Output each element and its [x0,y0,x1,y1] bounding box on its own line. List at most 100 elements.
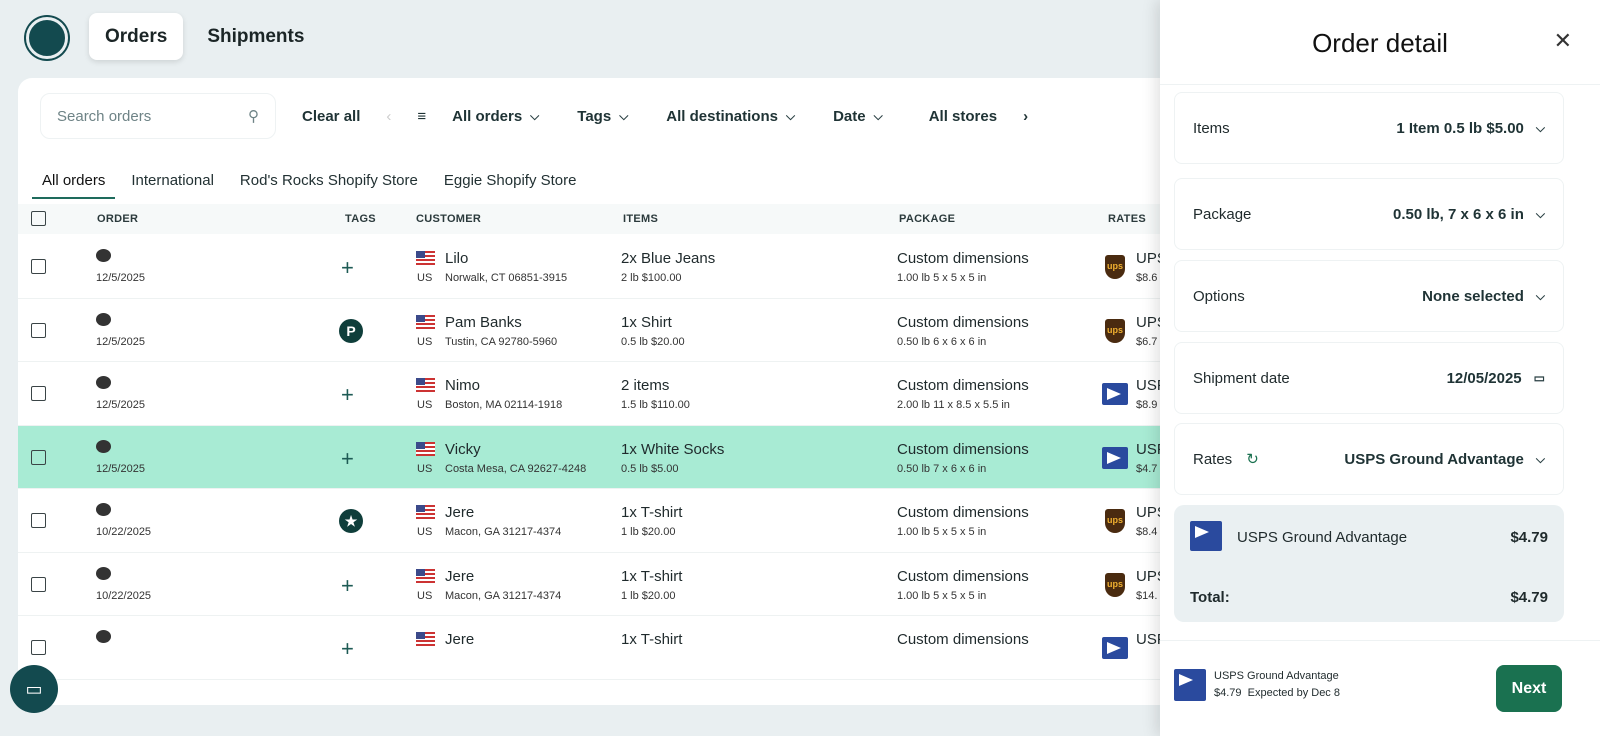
ups-logo-icon: ups [1105,509,1125,533]
table-header: ORDER TAGS CUSTOMER ITEMS PACKAGE RATES [18,204,1178,234]
us-flag-icon [416,314,435,329]
filter-all-orders[interactable]: All orders ⌵ [452,108,539,125]
table-row[interactable]: 12/5/2025 + Vicky US Costa Mesa, CA 92627-42… [18,425,1178,489]
total-value: $4.79 [1510,589,1548,606]
items-detail: 0.5 lb $20.00 [621,335,685,348]
package-detail: 0.50 lb 6 x 6 x 6 in [897,335,987,348]
customer-address: Macon, GA 31217-4374 [445,526,562,538]
chevron-down-icon[interactable]: ⌵ [1535,288,1545,303]
col-order[interactable]: ORDER [97,213,139,225]
section-label: Options [1193,288,1245,305]
tab-all-orders[interactable]: All orders [32,164,116,199]
table-row[interactable]: 10/22/2025 ★ Jere US Macon, GA 31217-4374 1x … [18,489,1178,553]
store-icon [96,249,111,262]
refresh-icon[interactable]: ↻ [1246,451,1259,468]
chat-icon: ▭ [25,678,43,699]
search-input[interactable]: Search orders ⚲ [40,93,276,139]
panel-title: Order detail [1312,28,1448,58]
customer-name: Jere [445,631,475,648]
detail-section-package[interactable]: Package 0.50 lb, 7 x 6 x 6 in ⌵ [1174,178,1564,250]
chevron-down-icon[interactable]: ⌵ [1535,451,1545,466]
detail-section-shipment-date[interactable]: Shipment date 12/05/2025 ▭ [1174,342,1564,414]
items-detail: 1 lb $20.00 [621,526,676,538]
us-flag-icon [416,568,435,583]
tab-international[interactable]: International [131,172,214,189]
tab-eggie[interactable]: Eggie Shopify Store [443,172,577,189]
footer-expected: Expected by Dec 8 [1247,687,1340,699]
rate-price: $8.6 [1136,272,1158,284]
order-date: 12/5/2025 [96,335,145,348]
filter-destinations[interactable]: All destinations ⌵ [666,108,795,125]
tab-rods-rocks[interactable]: Rod's Rocks Shopify Store [239,172,418,189]
usps-logo-icon [1102,383,1128,405]
next-button[interactable]: Next [1496,665,1562,712]
tag-badge-icon[interactable]: ★ [339,509,363,533]
table-row[interactable]: 10/22/2025 + Jere US Macon, GA 31217-4374 1x … [18,553,1178,616]
col-tags[interactable]: TAGS [345,213,376,225]
nav-tab-orders[interactable]: Orders [89,13,184,60]
clear-all-button[interactable]: Clear all [302,107,361,125]
section-value: 1 Item 0.5 lb $5.00 ⌵ [1396,120,1545,137]
panel-footer: USPS Ground Advantage $4.79 Expected by … [1160,640,1600,736]
search-icon[interactable]: ⚲ [248,108,259,125]
row-checkbox[interactable] [31,322,46,338]
filter-bar: Search orders ⚲ Clear all ‹ ≡ All orders ⌵… [40,92,1178,140]
order-date: 12/5/2025 [96,272,145,284]
app-logo[interactable] [26,17,68,59]
orders-card: Search orders ⚲ Clear all ‹ ≡ All orders ⌵… [18,78,1178,705]
col-customer[interactable]: CUSTOMER [416,213,482,225]
table-row[interactable]: 12/5/2025 + Lilo US Norwalk, CT 06851-3915 2x… [18,235,1178,299]
rate-summary: USPS Ground Advantage $4.79 Total: $4.79 [1174,505,1564,622]
detail-section-options[interactable]: Options None selected ⌵ [1174,260,1564,332]
filter-date[interactable]: Date ⌵ [833,108,883,125]
add-tag-icon[interactable]: + [341,255,354,280]
scroll-right-icon[interactable]: › [1023,107,1029,125]
section-label: Items [1193,120,1230,137]
store-icon [96,312,111,326]
top-nav: Orders Shipments [89,13,320,60]
sort-icon[interactable]: ≡ [417,107,427,125]
col-items[interactable]: ITEMS [623,213,659,225]
add-tag-icon[interactable]: + [341,445,354,471]
row-checkbox[interactable] [31,513,46,528]
nav-tab-shipments[interactable]: Shipments [207,25,305,47]
select-all-checkbox[interactable] [31,211,46,226]
package-name: Custom dimensions [897,504,1029,521]
row-checkbox[interactable] [31,640,46,655]
section-value: 0.50 lb, 7 x 6 x 6 in ⌵ [1393,206,1545,223]
table-row[interactable]: 12/5/2025 + Nimo US Boston, MA 02114-1918 2 i… [18,362,1178,426]
tag-badge-icon[interactable]: P [339,318,363,343]
col-package[interactable]: PACKAGE [899,213,956,225]
package-name: Custom dimensions [897,440,1029,458]
table-row[interactable]: 12/5/2025 P Pam Banks US Tustin, CA 92780-59… [18,299,1178,362]
add-tag-icon[interactable]: + [341,572,354,598]
row-checkbox[interactable] [31,576,46,592]
detail-section-items[interactable]: Items 1 Item 0.5 lb $5.00 ⌵ [1174,92,1564,164]
row-checkbox[interactable] [31,259,46,274]
add-tag-icon[interactable]: + [341,636,354,661]
scroll-left-icon[interactable]: ‹ [386,107,392,125]
order-date: 10/22/2025 [96,526,152,538]
table-row[interactable]: + Jere 1x T-shirt Custom dimensions USPS [18,616,1178,680]
chevron-down-icon[interactable]: ⌵ [1535,120,1545,135]
close-icon[interactable]: ✕ [1553,28,1572,53]
detail-section-rates[interactable]: Rates ↻ USPS Ground Advantage ⌵ [1174,423,1564,495]
section-value: None selected ⌵ [1422,288,1545,305]
filter-stores[interactable]: All stores [929,108,997,125]
filter-tags[interactable]: Tags ⌵ [577,108,628,125]
chevron-down-icon[interactable]: ⌵ [1535,206,1545,221]
rate-price: $8.9 [1136,399,1158,411]
calendar-icon[interactable]: ▭ [1533,371,1545,385]
items-detail: 2 lb $100.00 [621,272,682,284]
customer-name: Lilo [445,250,469,267]
add-tag-icon[interactable]: + [341,382,354,407]
us-flag-icon [416,251,435,265]
customer-country: US [417,526,433,538]
row-checkbox[interactable] [31,386,46,401]
items-summary: 2x Blue Jeans [621,250,716,267]
usps-logo-icon [1102,446,1128,469]
ups-logo-icon: ups [1105,572,1125,597]
chat-button[interactable]: ▭ [10,665,58,713]
row-checkbox[interactable] [31,449,46,465]
col-rates[interactable]: RATES [1108,213,1146,225]
